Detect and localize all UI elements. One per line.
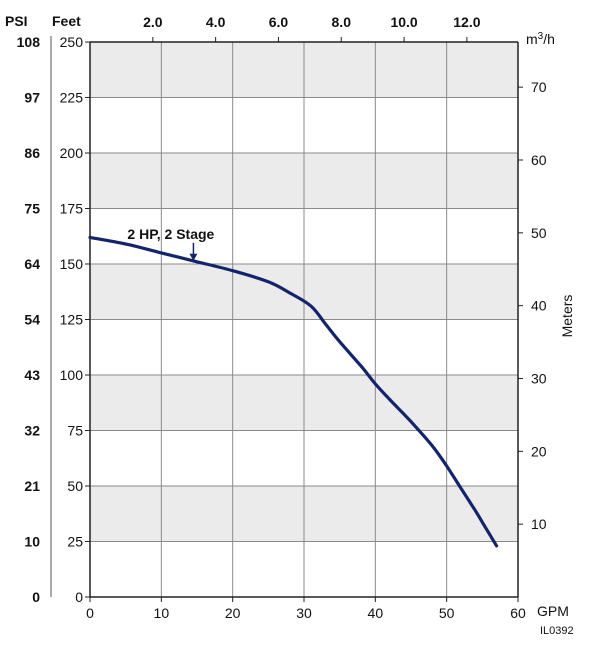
performance-curve-line [88, 235, 499, 548]
meters-tick-labels: 10 20 30 40 50 60 70 [518, 79, 547, 532]
psi-tick-label: 108 [17, 34, 41, 50]
figure-code: IL0392 [540, 625, 574, 637]
m3h-tick-label: 12.0 [453, 14, 480, 30]
gpm-tick-label: 40 [368, 605, 384, 621]
gpm-tick-label: 50 [439, 605, 455, 621]
feet-tick-label: 100 [60, 367, 84, 383]
meters-tick-label: 60 [531, 152, 547, 168]
psi-tick-label: 54 [24, 312, 40, 328]
gpm-tick-labels: 0 10 20 30 40 50 60 [86, 597, 526, 621]
gpm-tick-label: 30 [296, 605, 312, 621]
meters-tick-label: 40 [531, 298, 547, 314]
feet-tick-label: 75 [67, 423, 83, 439]
curve-annotation-label: 2 HP, 2 Stage [127, 226, 214, 242]
m3h-tick-labels: 2.0 4.0 6.0 8.0 10.0 12.0 [143, 14, 481, 42]
meters-tick-label: 10 [531, 516, 547, 532]
feet-tick-label: 150 [60, 256, 84, 272]
meters-tick-label: 70 [531, 79, 547, 95]
psi-tick-label: 10 [24, 534, 40, 550]
psi-tick-label: 97 [24, 90, 40, 106]
gpm-tick-label: 60 [510, 605, 526, 621]
psi-tick-label: 0 [32, 589, 40, 605]
psi-tick-label: 86 [24, 145, 40, 161]
feet-tick-labels: 0 25 50 75 100 125 150 175 200 225 250 [60, 34, 90, 605]
feet-tick-label: 0 [75, 589, 83, 605]
meters-tick-label: 50 [531, 225, 547, 241]
gpm-axis-label: GPM [537, 603, 569, 619]
psi-tick-label: 32 [24, 423, 40, 439]
psi-tick-label: 21 [24, 478, 40, 494]
psi-tick-labels: 0 10 21 32 43 54 64 75 86 97 108 [17, 34, 41, 605]
m3h-label-sup: 3 [538, 31, 544, 42]
meters-axis-label: Meters [559, 295, 575, 338]
m3h-tick-label: 4.0 [206, 14, 226, 30]
psi-tick-label: 75 [24, 201, 40, 217]
feet-tick-label: 175 [60, 201, 84, 217]
feet-axis-label: Feet [52, 13, 81, 29]
psi-tick-label: 64 [24, 256, 40, 272]
m3h-tick-label: 10.0 [390, 14, 417, 30]
annotation-arrow-head [189, 253, 198, 261]
gpm-tick-label: 0 [86, 605, 94, 621]
feet-tick-label: 250 [60, 34, 84, 50]
m3h-tick-label: 2.0 [143, 14, 163, 30]
meters-tick-label: 20 [531, 443, 547, 459]
series-layer: 2 HP, 2 Stage [88, 226, 499, 548]
psi-tick-label: 43 [24, 367, 40, 383]
feet-tick-label: 125 [60, 312, 84, 328]
gpm-tick-label: 10 [154, 605, 170, 621]
meters-tick-label: 30 [531, 370, 547, 386]
psi-axis-label: PSI [5, 13, 28, 29]
m3h-tick-label: 8.0 [332, 14, 352, 30]
feet-tick-label: 225 [60, 90, 84, 106]
feet-tick-label: 200 [60, 145, 84, 161]
feet-tick-label: 50 [67, 478, 83, 494]
m3h-label-base: m [526, 31, 538, 47]
m3h-axis-label: m3/h [526, 31, 555, 48]
m3h-tick-label: 6.0 [269, 14, 289, 30]
m3h-label-tail: /h [543, 31, 555, 47]
feet-tick-label: 25 [67, 534, 83, 550]
gpm-tick-label: 20 [225, 605, 241, 621]
